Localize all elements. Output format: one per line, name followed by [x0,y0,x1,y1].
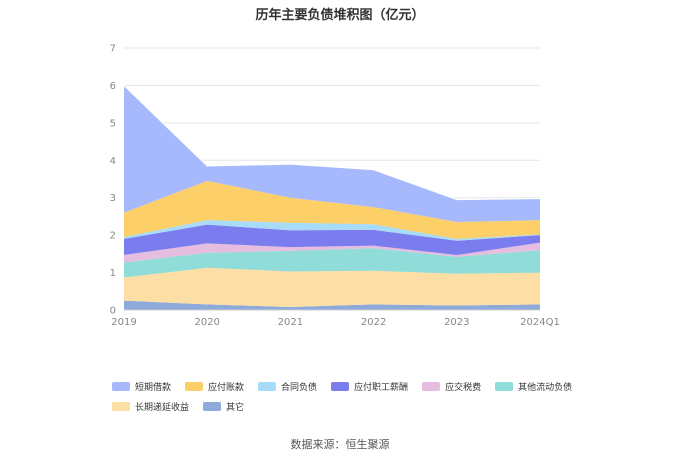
legend-swatch [112,401,130,411]
legend-item[interactable]: 应付职工薪酬 [331,376,408,396]
legend-label: 应交税费 [445,382,482,393]
legend-swatch [112,381,130,391]
legend-item[interactable]: 其它 [203,396,244,416]
x-tick-label: 2019 [111,317,136,328]
area-应交税费 [124,242,540,263]
x-axis: 2019 2020 2021 2022 2023 2024Q1 [111,309,560,328]
y-tick-label: 6 [110,81,116,92]
legend-item[interactable]: 其他流动负债 [495,376,572,396]
y-axis: 0 1 2 3 4 5 6 7 [110,44,116,317]
x-tick-label: 2022 [361,317,386,328]
area-series [123,84,541,310]
legend-swatch [495,381,514,391]
area-合同负债 [124,220,540,241]
y-tick-label: 3 [110,193,116,204]
y-tick-label: 5 [110,118,116,129]
legend-label: 长期递延收益 [135,402,190,413]
legend-label: 其他流动负债 [518,382,573,393]
legend-label: 应付职工薪酬 [354,382,409,393]
stacked-area-chart: 2019 2020 2021 2022 2023 2024Q1 0 1 2 3 4 5 6 7 [110,44,560,329]
x-tick-label: 2023 [444,317,469,328]
legend-swatch [258,381,277,391]
legend-label: 合同负债 [281,382,318,393]
legend-label: 其它 [226,402,245,413]
y-tick-label: 7 [110,44,116,55]
legend-swatch [422,381,441,391]
x-tick-label: 2020 [194,317,219,328]
area-其它 [124,300,540,310]
area-短期借款 [124,85,540,223]
area-应付账款 [124,180,540,239]
y-tick-label: 2 [110,231,116,242]
legend-swatch [331,381,350,391]
legend-swatch [203,401,222,411]
y-tick-label: 4 [110,156,116,167]
legend-item[interactable]: 应付账款 [185,376,244,396]
legend: 短期借款 应付账款 合同负债 应付职工薪酬 应交税费 其他流动负债长期递延收益 其它 [112,376,592,416]
area-应付职工薪酬 [124,224,540,255]
legend-item[interactable]: 应交税费 [422,376,481,396]
data-source: 数据来源：恒生聚源 [290,438,390,451]
chart-title: 历年主要负债堆积图（亿元） [255,8,425,23]
stack-top-line [123,84,541,201]
legend-item[interactable]: 短期借款 [112,376,171,396]
area-其他流动负债 [124,248,540,278]
y-tick-label: 0 [110,306,116,317]
legend-label: 应付账款 [208,382,245,393]
y-tick-label: 1 [110,268,116,279]
x-tick-label: 2021 [278,317,303,328]
legend-label: 短期借款 [135,382,172,393]
legend-swatch [185,381,204,391]
area-长期递延收益 [124,267,540,308]
legend-item[interactable]: 长期递延收益 [112,396,189,416]
x-tick-label: 2024Q1 [520,317,560,328]
legend-item[interactable]: 合同负债 [258,376,317,396]
